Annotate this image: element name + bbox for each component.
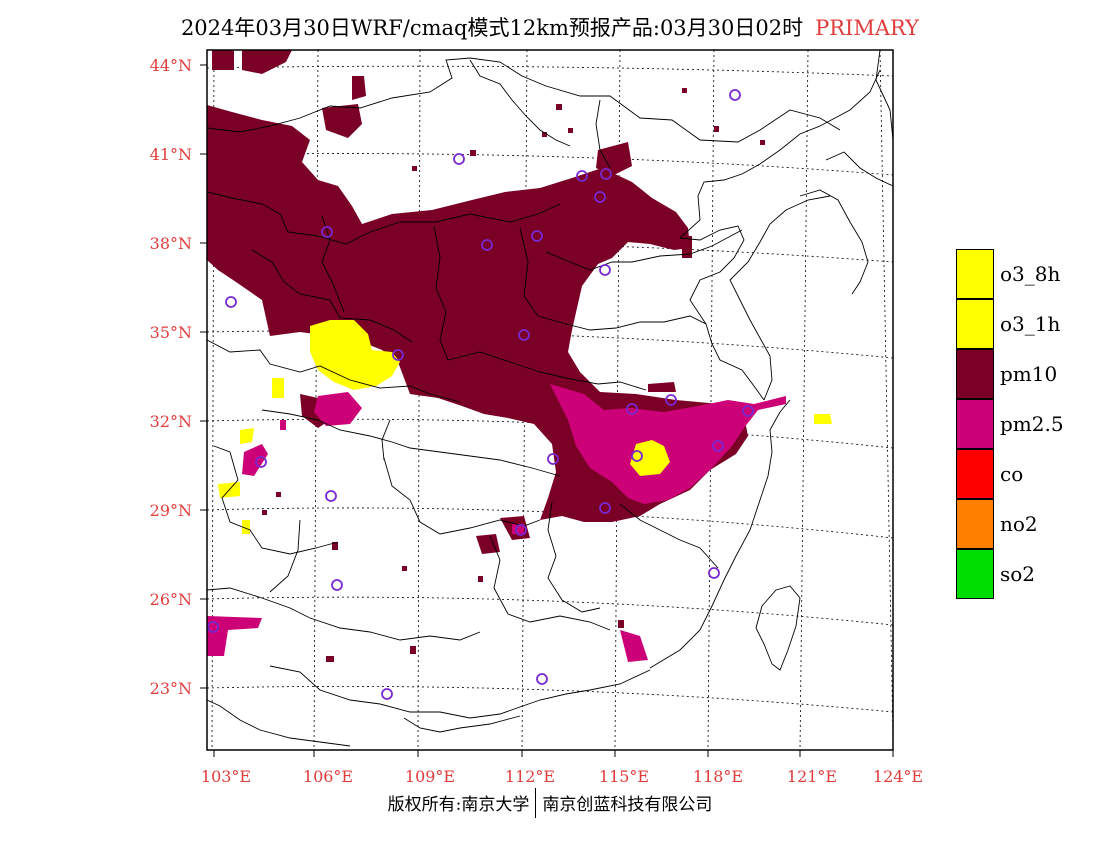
lon-label-103: 103°E (201, 767, 251, 786)
legend-label: o3_1h (1000, 312, 1061, 336)
footer-divider (535, 788, 537, 818)
pm25-regions (207, 384, 786, 662)
o3-regions (218, 320, 832, 534)
lon-label-124: 124°E (873, 767, 923, 786)
map-canvas (207, 50, 893, 750)
legend-swatch (956, 399, 994, 449)
legend-label: so2 (1000, 562, 1036, 586)
tick-marks (200, 64, 894, 757)
latitude-labels: 44°N 41°N 38°N 35°N 32°N 29°N 26°N 23°N (150, 56, 192, 698)
legend-item-pm10: pm10 (956, 349, 1064, 399)
legend-label: pm2.5 (1000, 412, 1064, 436)
legend-item-pm25: pm2.5 (956, 399, 1064, 449)
copyright-left: 版权所有:南京大学 (387, 795, 530, 815)
legend-swatch (956, 349, 994, 399)
boundary-lines (207, 50, 893, 747)
legend-label: no2 (1000, 512, 1038, 536)
legend-item-co: co (956, 449, 1064, 499)
lon-label-118: 118°E (693, 767, 743, 786)
lat-label-26: 26°N (150, 590, 192, 609)
legend-swatch (956, 299, 994, 349)
legend-item-so2: so2 (956, 549, 1064, 599)
legend-label: pm10 (1000, 362, 1058, 386)
pollutant-tag: PRIMARY (815, 16, 920, 40)
lon-label-115: 115°E (599, 767, 649, 786)
station-markers (207, 89, 754, 700)
map-title: 2024年03月30日WRF/cmaq模式12km预报产品:03月30日02时 P… (0, 12, 1100, 42)
legend-swatch (956, 449, 994, 499)
legend-item-o3-8h: o3_8h (956, 249, 1064, 299)
legend-label: o3_8h (1000, 262, 1061, 286)
legend-item-o3-1h: o3_1h (956, 299, 1064, 349)
lon-label-121: 121°E (787, 767, 837, 786)
lat-label-41: 41°N (150, 145, 192, 164)
legend-item-no2: no2 (956, 499, 1064, 549)
lat-label-44: 44°N (150, 56, 192, 75)
legend-swatch (956, 549, 994, 599)
lat-label-35: 35°N (150, 323, 192, 342)
map-frame (206, 49, 894, 751)
map-title-main: 2024年03月30日WRF/cmaq模式12km预报产品:03月30日02时 (180, 16, 804, 40)
lon-label-106: 106°E (303, 767, 353, 786)
longitude-labels: 103°E 106°E 109°E 112°E 115°E 118°E 121°… (201, 767, 923, 786)
legend-label: co (1000, 462, 1024, 486)
lon-label-109: 109°E (405, 767, 455, 786)
lon-label-112: 112°E (505, 767, 555, 786)
pollutant-legend: o3_8h o3_1h pm10 pm2.5 co no2 so2 (956, 249, 1064, 599)
copyright-footer: 版权所有:南京大学 南京创蓝科技有限公司 (0, 788, 1100, 818)
lat-label-32: 32°N (150, 412, 192, 431)
lat-label-38: 38°N (150, 234, 192, 253)
legend-swatch (956, 499, 994, 549)
copyright-right: 南京创蓝科技有限公司 (542, 795, 713, 815)
lat-label-29: 29°N (150, 501, 192, 520)
lat-label-23: 23°N (150, 679, 192, 698)
legend-swatch (956, 249, 994, 299)
